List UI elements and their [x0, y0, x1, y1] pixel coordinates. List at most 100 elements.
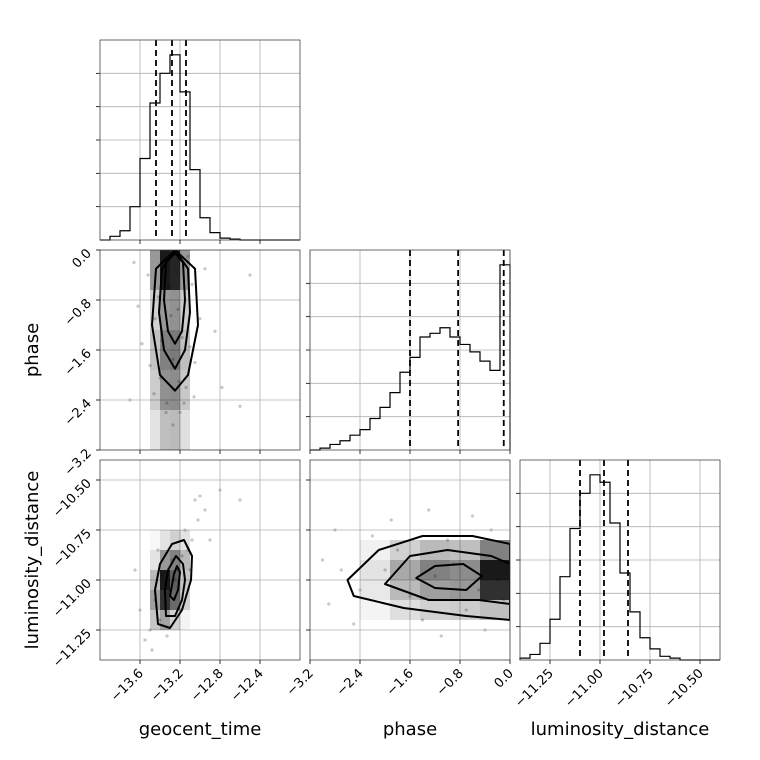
density-cell	[160, 370, 170, 410]
sample-point	[136, 304, 140, 308]
x-tick-label: −11.00	[562, 666, 607, 711]
sample-point	[171, 423, 175, 427]
density-cell	[160, 410, 170, 450]
marginal-geocent_time	[96, 39, 301, 244]
sample-point	[383, 568, 387, 572]
scatter-geocent_time-vs-luminosity_distance	[96, 459, 301, 664]
sample-point	[420, 618, 425, 622]
density-cell	[360, 560, 390, 580]
sample-point	[439, 634, 443, 638]
sample-point	[169, 314, 173, 318]
x-axis-label: phase	[383, 719, 437, 740]
sample-point	[198, 317, 202, 321]
density-cell	[170, 290, 180, 330]
contour-level-2	[164, 555, 186, 617]
density-cell	[420, 560, 450, 580]
sample-point	[152, 392, 156, 396]
sample-point	[143, 638, 147, 642]
density-cell	[390, 600, 420, 620]
sample-point	[184, 385, 188, 390]
sample-point	[150, 648, 154, 652]
sample-point	[198, 494, 202, 498]
sample-point	[339, 568, 343, 572]
density-cell	[170, 330, 180, 370]
sample-point	[158, 618, 162, 622]
sample-point	[164, 410, 168, 415]
x-tick-label: −12.4	[228, 666, 267, 705]
density-cell	[150, 370, 160, 410]
y-tick-label: −10.75	[50, 526, 95, 571]
sample-point	[190, 282, 194, 286]
y-tick-label: −2.4	[62, 396, 95, 429]
sample-point	[238, 498, 242, 502]
sample-point	[333, 528, 337, 532]
density-cell	[170, 550, 180, 570]
density-cell	[180, 610, 190, 630]
x-tick-label: −10.50	[662, 666, 707, 711]
sample-point	[158, 376, 162, 380]
scatter-phase-vs-luminosity_distance	[306, 459, 511, 664]
sample-point	[203, 267, 207, 271]
density-cell	[150, 290, 160, 330]
sample-point	[156, 548, 160, 552]
sample-point	[176, 307, 180, 311]
sample-point	[188, 345, 192, 349]
sample-point	[140, 342, 144, 346]
histogram-step-line	[519, 474, 720, 661]
sample-point	[190, 538, 194, 542]
y-tick-label: −0.8	[62, 296, 95, 329]
y-tick-label: −1.6	[62, 346, 95, 379]
contour-level-1	[169, 565, 181, 601]
y-tick-label: −3.2	[62, 446, 95, 479]
density-cell	[150, 550, 160, 570]
density-cell	[390, 540, 420, 560]
density-cell	[170, 410, 180, 450]
density-cell	[450, 560, 480, 580]
density-cell	[390, 580, 420, 600]
sample-point	[132, 260, 136, 265]
y-axis-label: luminosity_distance	[22, 471, 43, 650]
density-cell	[150, 530, 160, 550]
sample-point	[213, 329, 217, 333]
density-cell	[390, 560, 420, 580]
contour-level-1	[163, 252, 186, 345]
sample-point	[133, 568, 137, 572]
density-cell	[150, 570, 160, 590]
sample-point	[408, 594, 412, 598]
density-cell	[180, 410, 190, 450]
density-cell	[360, 580, 390, 600]
density-cell	[180, 250, 190, 290]
axes-frame	[519, 459, 721, 661]
x-tick-label: −10.75	[612, 666, 657, 711]
contour-level-2	[384, 549, 510, 605]
x-tick-label: −11.25	[512, 666, 557, 711]
x-tick-label: −0.8	[434, 666, 467, 699]
sample-point	[146, 273, 150, 277]
contour-level-3	[154, 539, 193, 629]
density-cell	[480, 600, 510, 620]
x-tick-label: 0.0	[492, 666, 517, 691]
scatter-geocent_time-vs-phase	[96, 249, 301, 454]
sample-point	[178, 410, 182, 415]
sample-point	[433, 574, 437, 578]
density-cell	[420, 600, 450, 620]
sample-point	[128, 398, 132, 402]
sample-point	[483, 628, 487, 632]
sample-point	[192, 395, 196, 399]
density-cell	[160, 570, 170, 590]
x-tick-label: −1.6	[384, 666, 417, 699]
sample-point	[153, 317, 157, 321]
sample-point	[238, 404, 242, 408]
contour-level-3	[346, 535, 510, 621]
density-cell	[160, 530, 170, 550]
x-tick-label: −12.8	[188, 666, 227, 705]
sample-point	[352, 622, 356, 626]
density-cell	[170, 570, 180, 590]
x-axis-label: geocent_time	[139, 719, 262, 740]
sample-point	[148, 364, 152, 368]
y-tick-label: −10.50	[50, 476, 95, 521]
y-axis-label: phase	[22, 323, 43, 377]
sample-point	[165, 634, 169, 638]
sample-point	[445, 538, 450, 542]
